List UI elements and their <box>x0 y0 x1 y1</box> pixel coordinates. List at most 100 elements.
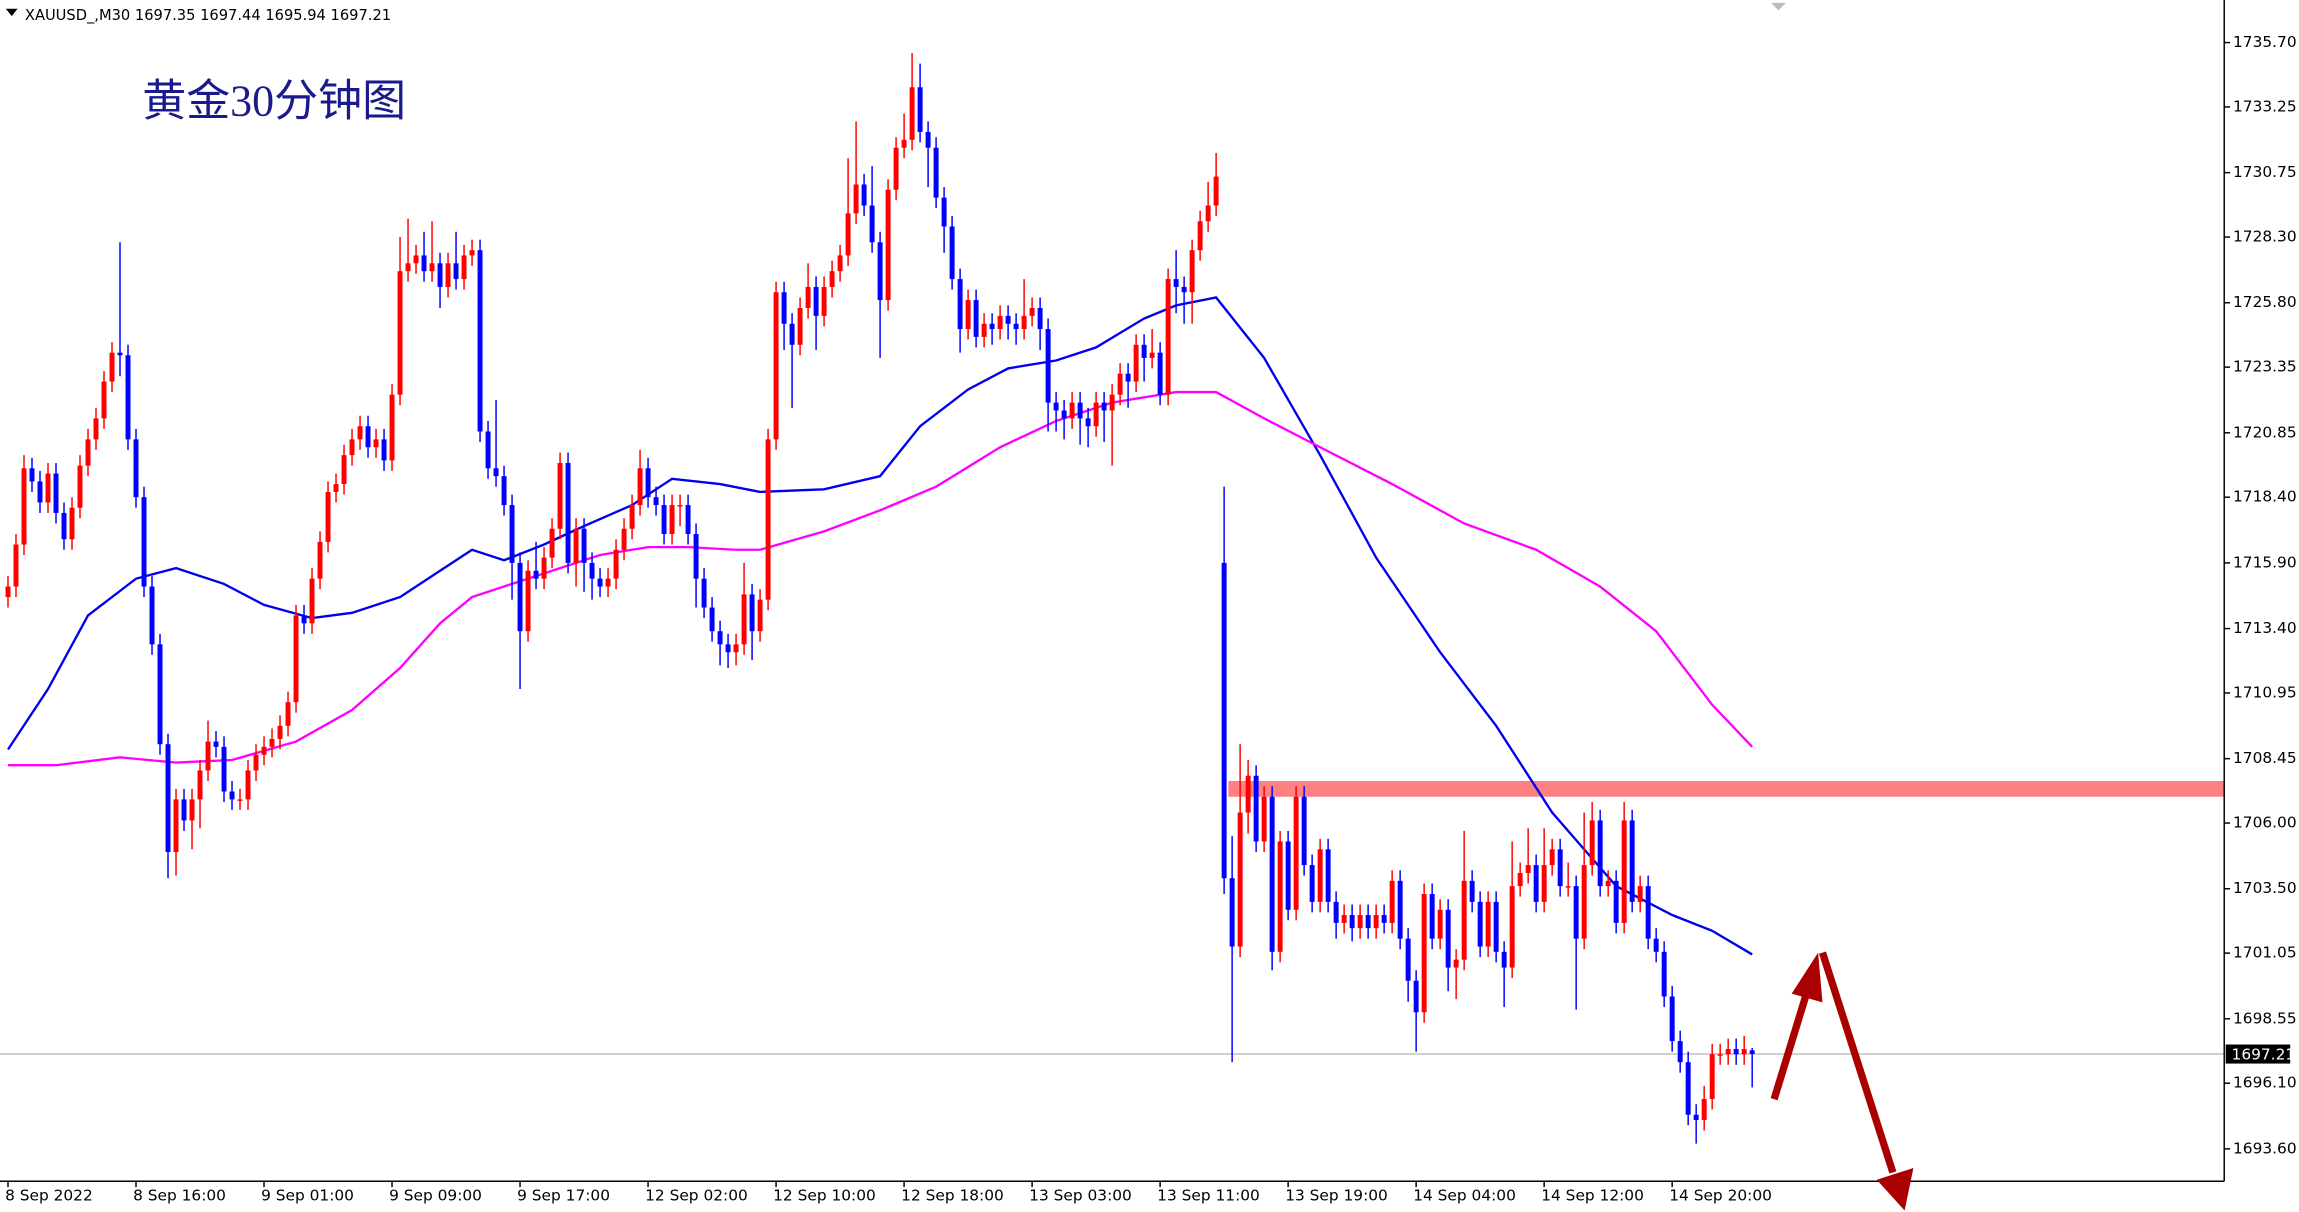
candle-body <box>165 744 171 852</box>
candle-body <box>709 607 715 632</box>
candle-body <box>101 381 107 419</box>
symbol: XAUUSD_,M30 <box>25 7 130 24</box>
candle-body <box>677 505 683 507</box>
candle-body <box>1661 951 1667 997</box>
y-tick-label: 1735.70 <box>2233 33 2297 51</box>
candle-body <box>549 528 555 558</box>
candle-body <box>909 87 915 140</box>
x-tick-label: 12 Sep 02:00 <box>645 1186 748 1204</box>
candle-body <box>669 505 675 534</box>
candle-body <box>693 533 699 579</box>
candle-body <box>1213 176 1219 206</box>
candle-body <box>877 242 883 301</box>
last-price-label: 1697.21 <box>2232 1045 2296 1063</box>
candle-body <box>181 799 187 821</box>
candle-body <box>133 439 139 498</box>
candle-body <box>1485 901 1491 947</box>
candle-body <box>861 184 867 206</box>
candle-body <box>205 741 211 771</box>
y-tick-label: 1713.40 <box>2233 619 2297 637</box>
candle-body <box>757 599 763 632</box>
candle-body <box>637 468 643 506</box>
candle-body <box>845 213 851 256</box>
candle-body <box>717 631 723 645</box>
candle-body <box>797 307 803 345</box>
candle-body <box>821 286 827 316</box>
candle-body <box>1541 865 1547 902</box>
candle-body <box>1381 915 1387 923</box>
candle-body <box>1029 307 1035 316</box>
candle-body <box>1061 410 1067 419</box>
candle-body <box>325 491 331 542</box>
shift-marker <box>1771 2 1786 11</box>
candle-body <box>917 87 923 132</box>
y-tick-label: 1703.50 <box>2233 879 2297 897</box>
resistance-zone <box>1228 781 2225 797</box>
candle-body <box>837 255 843 272</box>
x-tick-label: 13 Sep 11:00 <box>1157 1186 1260 1204</box>
arrow-up-head <box>1791 952 1823 1003</box>
menu-triangle[interactable] <box>5 8 18 17</box>
candle-body <box>141 497 147 587</box>
candle-body <box>1437 909 1443 939</box>
candle-body <box>941 197 947 227</box>
candle-body <box>5 586 11 598</box>
candle-body <box>197 770 203 800</box>
candle-body <box>541 557 547 579</box>
candle-body <box>285 702 291 726</box>
candle-body <box>1133 344 1139 382</box>
arrow-up-shaft <box>1770 988 1812 1101</box>
candle-body <box>765 439 771 600</box>
candle-body <box>357 426 363 440</box>
arrow-down-head <box>1876 1168 1914 1211</box>
candle-body <box>437 263 443 287</box>
candle-body <box>1165 279 1171 395</box>
candle-body <box>949 226 955 280</box>
candle-body <box>533 570 539 579</box>
candle-body <box>1453 959 1459 968</box>
candle-body <box>421 255 427 272</box>
candle-body <box>613 549 619 579</box>
candle-body <box>189 799 195 821</box>
candle-body <box>973 300 979 337</box>
candle-body <box>1397 880 1403 939</box>
candle-body <box>1269 796 1275 952</box>
candle-body <box>1533 865 1539 902</box>
open-value: 1697.35 <box>135 7 196 24</box>
candle-body <box>749 594 755 632</box>
candle-body <box>621 528 627 550</box>
candle-body <box>317 541 323 579</box>
candle-body <box>237 799 243 801</box>
candle-body <box>365 426 371 448</box>
candle-body <box>581 528 587 563</box>
candle-body <box>157 644 163 745</box>
y-tick-label: 1693.60 <box>2233 1139 2297 1157</box>
x-tick-label: 8 Sep 2022 <box>5 1186 93 1204</box>
candle-body <box>1141 344 1147 358</box>
candle-body <box>1445 909 1451 968</box>
candle-body <box>1109 394 1115 411</box>
candle-body <box>221 746 227 792</box>
candle-body <box>1229 878 1235 947</box>
candle-body <box>589 562 595 579</box>
candle-body <box>1637 886 1643 902</box>
candle-body <box>29 468 35 482</box>
candle-body <box>309 578 315 624</box>
x-tick-label: 9 Sep 17:00 <box>517 1186 610 1204</box>
candle-body <box>245 770 251 800</box>
y-tick-label: 1706.00 <box>2233 814 2297 832</box>
plot-area <box>0 53 2225 1144</box>
y-tick-label: 1708.45 <box>2233 749 2297 767</box>
candle-body <box>1045 329 1051 403</box>
candle-body <box>1677 1041 1683 1063</box>
candle-body <box>933 147 939 198</box>
candle-body <box>1621 820 1627 923</box>
candle-body <box>261 746 267 755</box>
candle-body <box>341 455 347 485</box>
candle-body <box>1573 886 1579 939</box>
candle-body <box>1077 402 1083 419</box>
candle-body <box>109 352 115 382</box>
candle-body <box>661 505 667 534</box>
candle-body <box>1501 951 1507 968</box>
candle-body <box>1517 872 1523 887</box>
